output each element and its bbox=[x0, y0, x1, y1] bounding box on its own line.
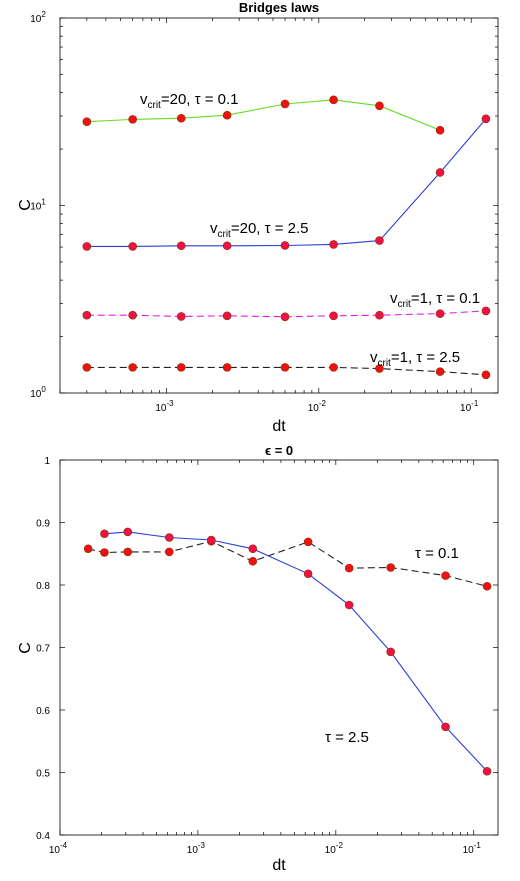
data-point bbox=[123, 527, 133, 537]
data-point bbox=[222, 110, 232, 120]
plot-frame-top bbox=[59, 17, 499, 394]
panel-bridges-laws: Bridges laws dt C 10-3 10-2 10-1100101102 … bbox=[17, 0, 499, 435]
data-point bbox=[329, 240, 338, 249]
x-tick-label: 10-3 bbox=[187, 841, 206, 856]
data-point bbox=[206, 535, 216, 545]
data-point bbox=[176, 363, 186, 372]
data-point bbox=[100, 548, 109, 557]
y-tick-label: 1 bbox=[44, 456, 50, 467]
ticks-bottom: 10-4 10-3 10-2 10-1 0.4 0.5 0.6 0.7 0.8 0.9 1 bbox=[36, 456, 498, 856]
data-point bbox=[375, 310, 384, 320]
data-point bbox=[164, 547, 174, 557]
data-point bbox=[481, 306, 491, 316]
data-point bbox=[481, 114, 491, 124]
x-tick-label: 10-3 bbox=[155, 399, 174, 414]
data-point bbox=[329, 363, 338, 372]
data-point bbox=[164, 533, 174, 542]
y-tick-label: 0.7 bbox=[36, 644, 50, 655]
data-point bbox=[176, 241, 186, 251]
data-point bbox=[82, 363, 92, 372]
data-point bbox=[222, 241, 232, 251]
panel-epsilon-zero: ϵ = 0 dt C 10-4 10-3 10-2 10-1 0.4 0.5 0.6 0.7 0… bbox=[17, 443, 499, 874]
data-point bbox=[248, 556, 258, 566]
data-point bbox=[248, 544, 258, 554]
data-point bbox=[222, 311, 232, 321]
data-point bbox=[280, 99, 290, 109]
y-tick-label: 100 bbox=[30, 385, 46, 400]
data-point bbox=[329, 311, 338, 321]
data-point bbox=[375, 101, 384, 111]
y-tick-label: 0.6 bbox=[36, 706, 50, 717]
series-annotation: τ = 0.1 bbox=[415, 545, 459, 562]
data-point bbox=[386, 647, 395, 657]
data-point bbox=[176, 312, 186, 321]
data-point bbox=[344, 600, 354, 610]
data-point bbox=[82, 117, 92, 126]
x-tick-label: 10-4 bbox=[49, 841, 68, 856]
x-axis-label-top: dt bbox=[272, 418, 286, 435]
data-point bbox=[435, 367, 445, 376]
y-tick-label: 102 bbox=[30, 10, 46, 25]
data-point bbox=[128, 363, 137, 372]
data-point bbox=[481, 370, 491, 380]
series-annotation: τ = 2.5 bbox=[325, 729, 369, 746]
series-annotation: vcrit=20, τ = 0.1 bbox=[140, 91, 239, 111]
data-point bbox=[441, 722, 450, 732]
series-annotation: vcrit=1, τ = 0.1 bbox=[390, 290, 480, 310]
y-tick-label: 0.5 bbox=[36, 769, 50, 780]
data-point bbox=[280, 363, 290, 372]
series-annotation: vcrit=20, τ = 2.5 bbox=[210, 220, 309, 240]
series-annotation: vcrit=1, τ = 2.5 bbox=[370, 349, 460, 369]
data-point bbox=[176, 113, 186, 123]
data-point bbox=[482, 581, 492, 591]
data-point bbox=[280, 312, 290, 322]
y-axis-label-top: C bbox=[17, 199, 34, 211]
data-point bbox=[222, 363, 232, 372]
data-point bbox=[128, 310, 137, 320]
data-point bbox=[82, 242, 92, 251]
data-point bbox=[82, 310, 92, 320]
chart-title-bottom: ϵ = 0 bbox=[265, 443, 293, 458]
ticks-top: 10-3 10-2 10-1 100 101 102 bbox=[30, 10, 498, 414]
data-point bbox=[375, 364, 384, 373]
series-group-top bbox=[82, 95, 491, 380]
series-group-bottom bbox=[83, 527, 492, 776]
y-tick-label: 101 bbox=[30, 198, 46, 213]
chart-title-top: Bridges laws bbox=[239, 0, 319, 15]
data-point bbox=[435, 309, 445, 318]
y-tick-label: 0.4 bbox=[36, 831, 50, 842]
data-point bbox=[128, 242, 137, 251]
data-point bbox=[344, 563, 354, 573]
data-point bbox=[435, 125, 445, 135]
x-tick-label: 10-1 bbox=[463, 841, 482, 856]
y-tick-label: 0.8 bbox=[36, 581, 50, 592]
y-axis-label-bottom: C bbox=[17, 642, 34, 654]
x-axis-label-bottom: dt bbox=[272, 857, 286, 874]
data-point bbox=[83, 544, 93, 554]
data-point bbox=[482, 766, 492, 776]
x-tick-label: 10-2 bbox=[325, 841, 344, 856]
data-point bbox=[100, 529, 109, 539]
y-tick-label: 0.9 bbox=[36, 519, 50, 530]
annotations-bottom: τ = 0.1 τ = 2.5 bbox=[325, 545, 459, 746]
data-point bbox=[303, 537, 313, 547]
data-point bbox=[375, 236, 384, 245]
data-point bbox=[441, 571, 450, 580]
data-point bbox=[435, 168, 445, 177]
data-point bbox=[303, 569, 313, 579]
data-point bbox=[329, 95, 338, 105]
x-tick-label: 10-1 bbox=[460, 399, 479, 414]
annotations-top: vcrit=20, τ = 0.1 vcrit=20, τ = 2.5 vcrit=… bbox=[140, 91, 480, 369]
series-line-1 bbox=[104, 531, 488, 772]
x-tick-label: 10-2 bbox=[308, 399, 327, 414]
data-point bbox=[128, 115, 137, 124]
plot-frame-bottom bbox=[59, 459, 499, 836]
data-point bbox=[123, 547, 133, 557]
series-line-0 bbox=[86, 99, 441, 131]
data-point bbox=[386, 563, 395, 572]
data-point bbox=[280, 241, 290, 250]
